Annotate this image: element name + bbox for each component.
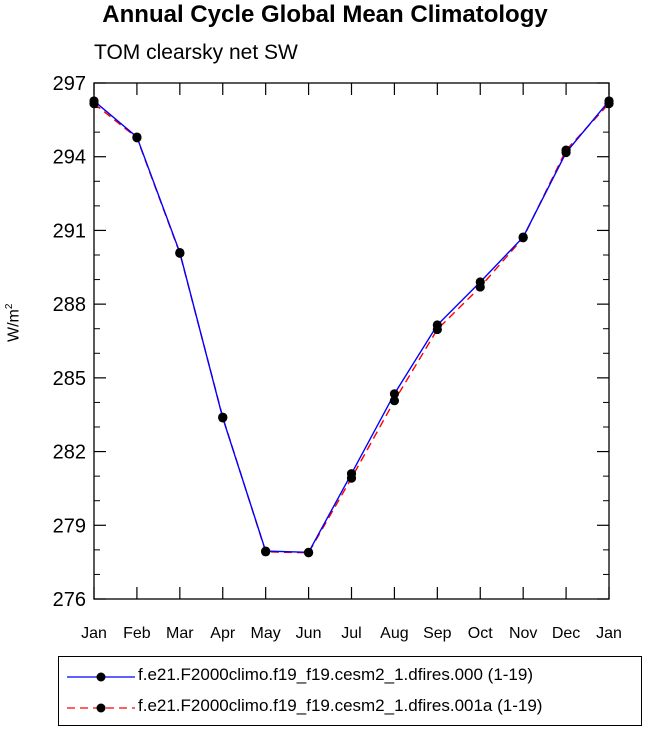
series-line-2	[93, 103, 610, 554]
series-2-point	[175, 248, 185, 258]
x-tick-label: Feb	[123, 625, 151, 642]
x-tick-label: Apr	[210, 625, 236, 642]
legend-label-1: f.e21.F2000climo.f19_f19.cesm2_1.dfires.…	[138, 665, 534, 684]
legend-swatches	[67, 672, 135, 713]
series-1-point	[389, 389, 400, 399]
x-tick-label: Jun	[296, 625, 322, 642]
x-tick-label: Oct	[468, 625, 493, 642]
plot-area-frame	[93, 82, 610, 600]
series-2-point	[89, 99, 99, 109]
y-tick-label: 279	[53, 515, 86, 537]
series-line-1	[93, 100, 610, 554]
legend-label-2: f.e21.F2000climo.f19_f19.cesm2_1.dfires.…	[138, 696, 543, 715]
x-tick-label: Jan	[596, 625, 622, 642]
legend-swatch-marker-1	[96, 672, 106, 682]
x-tick-label: Nov	[509, 625, 537, 642]
x-tick-label: Jan	[81, 625, 107, 642]
chart-title: Annual Cycle Global Mean Climatology	[102, 1, 548, 28]
y-tick-label: 285	[53, 368, 86, 390]
series-2-point	[346, 473, 357, 483]
legend	[58, 656, 642, 726]
x-tick-label: Sep	[423, 625, 452, 642]
y-tick-label: 282	[53, 442, 86, 464]
y-tick-label: 276	[53, 589, 86, 611]
series-2-point	[132, 133, 142, 143]
x-tick-label: Mar	[166, 625, 194, 642]
series-2-point	[518, 233, 528, 243]
series-2-point	[561, 145, 571, 155]
series-2-point	[303, 548, 314, 558]
series-2-point	[389, 396, 400, 406]
y-tick-label: 291	[53, 220, 86, 242]
x-tick-label: Aug	[380, 625, 408, 642]
series-2-point	[218, 412, 228, 422]
chart-subtitle: TOM clearsky net SW	[94, 41, 298, 64]
y-tick-label: 294	[53, 147, 86, 169]
legend-swatch-marker-2	[96, 703, 106, 713]
x-tick-label: Jul	[341, 625, 361, 642]
x-tick-label: May	[251, 625, 281, 642]
y-tick-label: 288	[53, 294, 86, 316]
series-2-point	[475, 282, 485, 292]
y-tick-label: 297	[53, 73, 86, 95]
series-2-point	[432, 324, 442, 335]
series-2-point	[604, 99, 614, 109]
x-tick-label: Dec	[552, 625, 580, 642]
series-2-point	[261, 547, 271, 557]
